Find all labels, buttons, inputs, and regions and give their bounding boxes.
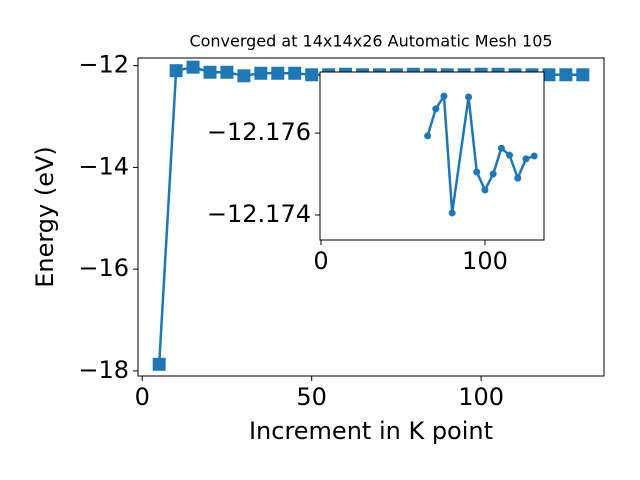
marker bbox=[254, 66, 268, 80]
marker bbox=[271, 66, 285, 80]
axes-frame bbox=[319, 71, 545, 241]
y-tick-label: −12.174 bbox=[207, 200, 311, 228]
marker bbox=[514, 174, 522, 182]
marker bbox=[305, 68, 319, 82]
x-tick-label: 50 bbox=[296, 383, 327, 411]
y-tick-label: −16 bbox=[78, 254, 129, 282]
marker bbox=[473, 168, 481, 176]
x-tick-label: 100 bbox=[458, 383, 504, 411]
marker bbox=[542, 68, 556, 82]
marker bbox=[576, 68, 590, 82]
y-tick-label: −12 bbox=[78, 51, 129, 79]
marker bbox=[152, 357, 166, 371]
marker bbox=[237, 69, 251, 83]
y-axis-label: Energy (eV) bbox=[31, 146, 59, 288]
y-tick-label: −14 bbox=[78, 152, 129, 180]
marker bbox=[481, 186, 489, 194]
marker bbox=[220, 65, 234, 79]
marker bbox=[489, 170, 497, 178]
marker bbox=[522, 155, 530, 163]
axes: 0 100 −12.176 −12.174 bbox=[207, 71, 545, 275]
marker bbox=[559, 68, 573, 82]
marker bbox=[432, 105, 440, 113]
marker bbox=[169, 64, 183, 78]
marker bbox=[465, 93, 473, 101]
marker bbox=[440, 92, 448, 100]
marker bbox=[186, 60, 200, 74]
marker bbox=[203, 65, 217, 79]
marker bbox=[448, 209, 456, 217]
x-tick-label: 100 bbox=[462, 247, 508, 275]
axes-frame bbox=[137, 57, 605, 377]
marker bbox=[506, 151, 514, 159]
marker bbox=[530, 152, 538, 160]
marker bbox=[497, 144, 505, 152]
marker bbox=[288, 66, 302, 80]
x-axis-label: Increment in K point bbox=[249, 417, 493, 445]
marker bbox=[424, 132, 432, 140]
x-tick-label: 0 bbox=[313, 247, 328, 275]
chart-title: Converged at 14x14x26 Automatic Mesh 105 bbox=[189, 32, 552, 51]
x-tick-label: 0 bbox=[135, 383, 150, 411]
y-tick-label: −12.176 bbox=[207, 118, 311, 146]
y-tick-label: −18 bbox=[78, 356, 129, 384]
